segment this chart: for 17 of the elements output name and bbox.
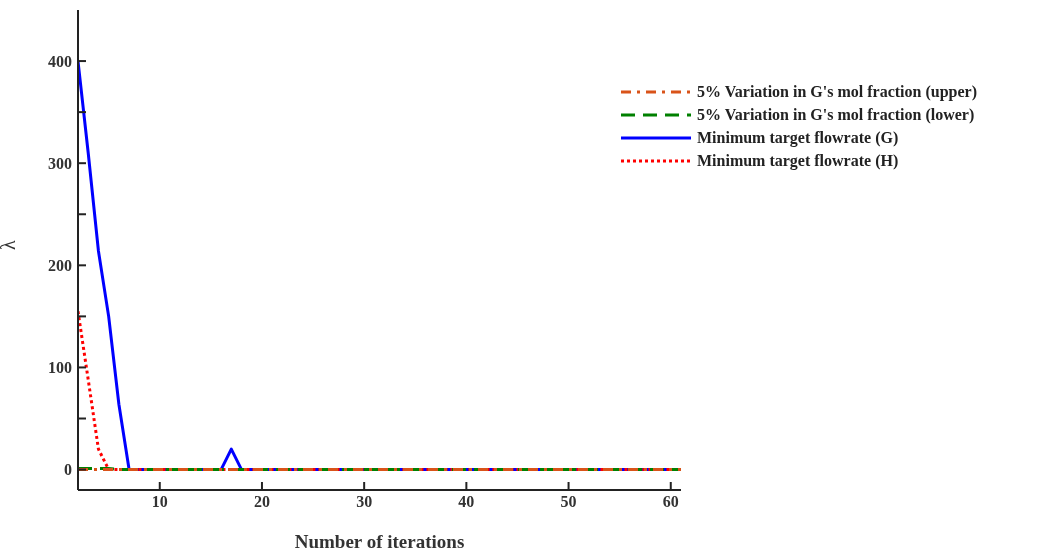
x-tick-label: 30 (356, 493, 373, 511)
x-axis-title: Number of iterations (294, 531, 465, 552)
y-tick-label: 400 (48, 52, 72, 70)
legend-label: 5% Variation in G's mol fraction (lower) (696, 104, 975, 126)
x-tick-label: 10 (151, 493, 168, 511)
x-tick-label: 60 (662, 493, 679, 511)
x-tick-label: 20 (253, 493, 270, 511)
legend-label: Minimum target flowrate (H) (696, 150, 899, 172)
x-tick-label: 40 (458, 493, 475, 511)
legend-label: Minimum target flowrate (G) (696, 127, 899, 149)
y-tick-label: 0 (64, 461, 72, 479)
x-tick-label: 50 (560, 493, 577, 511)
y-axis-title: λ (0, 240, 20, 250)
y-tick-label: 200 (48, 257, 72, 274)
y-tick-label: 100 (48, 359, 72, 377)
legend-label: 5% Variation in G's mol fraction (upper) (696, 81, 977, 103)
y-tick-label: 300 (48, 154, 72, 172)
